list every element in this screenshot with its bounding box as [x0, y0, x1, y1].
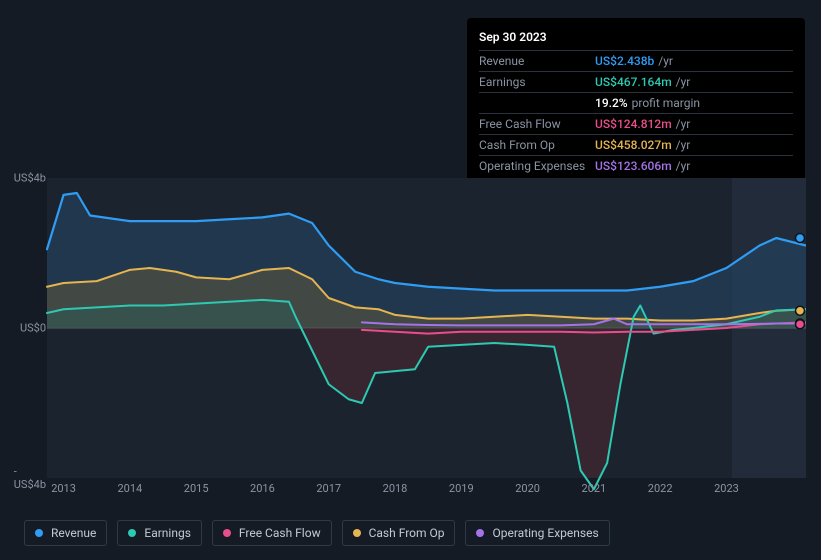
tooltip-row-value: US$467.164m: [595, 75, 672, 89]
x-tick-label: 2023: [714, 482, 739, 495]
legend-item[interactable]: Revenue: [24, 520, 107, 546]
tooltip-row: RevenueUS$2.438b/yr: [479, 50, 793, 71]
tooltip-row-suffix: /yr: [676, 138, 691, 152]
chart-svg: [16, 158, 806, 518]
tooltip-row-label: [479, 96, 595, 110]
root: Sep 30 2023 RevenueUS$2.438b/yrEarningsU…: [0, 0, 821, 560]
x-tick-label: 2017: [316, 482, 341, 495]
tooltip-row: Free Cash FlowUS$124.812m/yr: [479, 113, 793, 134]
legend-label: Cash From Op: [369, 526, 445, 540]
x-tick-label: 2020: [515, 482, 540, 495]
legend-item[interactable]: Earnings: [117, 520, 202, 546]
legend-item[interactable]: Free Cash Flow: [212, 520, 332, 546]
legend-dot-icon: [223, 529, 231, 537]
x-tick-label: 2015: [184, 482, 209, 495]
tooltip-row-value: 19.2%: [595, 96, 628, 110]
x-tick-label: 2021: [582, 482, 607, 495]
x-tick-label: 2019: [449, 482, 474, 495]
tooltip-row: Cash From OpUS$458.027m/yr: [479, 134, 793, 155]
tooltip-row-suffix: /yr: [658, 54, 673, 68]
legend-dot-icon: [476, 529, 484, 537]
legend: Revenue Earnings Free Cash Flow Cash From O…: [24, 520, 610, 546]
legend-dot-icon: [353, 529, 361, 537]
tooltip-row-label: Free Cash Flow: [479, 117, 595, 131]
tooltip-row-value: US$124.812m: [595, 117, 672, 131]
x-tick-label: 2018: [383, 482, 408, 495]
tooltip-row-label: Revenue: [479, 54, 595, 68]
legend-dot-icon: [128, 529, 136, 537]
y-tick-label: US$4b: [14, 172, 46, 185]
tooltip-row-suffix: /yr: [676, 117, 691, 131]
tooltip-row-suffix: profit margin: [632, 96, 700, 110]
legend-item[interactable]: Operating Expenses: [465, 520, 609, 546]
financials-chart[interactable]: US$4b US$0 -US$4b 2013 2014 2015 2016 2017 2018…: [16, 158, 806, 518]
x-tick-label: 2016: [250, 482, 275, 495]
tooltip-row-label: Cash From Op: [479, 138, 595, 152]
x-tick-label: 2014: [117, 482, 142, 495]
legend-label: Revenue: [51, 526, 96, 540]
legend-label: Operating Expenses: [492, 526, 598, 540]
x-tick-label: 2022: [648, 482, 673, 495]
y-tick-label: US$0: [20, 322, 46, 335]
tooltip-row: 19.2% profit margin: [479, 92, 793, 113]
tooltip-date: Sep 30 2023: [479, 26, 793, 50]
legend-dot-icon: [35, 529, 43, 537]
legend-item[interactable]: Cash From Op: [342, 520, 456, 546]
legend-label: Earnings: [144, 526, 191, 540]
x-tick-label: 2013: [51, 482, 76, 495]
tooltip-row-suffix: /yr: [676, 75, 691, 89]
tooltip-row-value: US$2.438b: [595, 54, 654, 68]
tooltip-row-value: US$458.027m: [595, 138, 672, 152]
legend-label: Free Cash Flow: [239, 526, 321, 540]
tooltip-row: EarningsUS$467.164m/yr: [479, 71, 793, 92]
y-tick-label: -US$4b: [14, 465, 46, 491]
tooltip-row-label: Earnings: [479, 75, 595, 89]
